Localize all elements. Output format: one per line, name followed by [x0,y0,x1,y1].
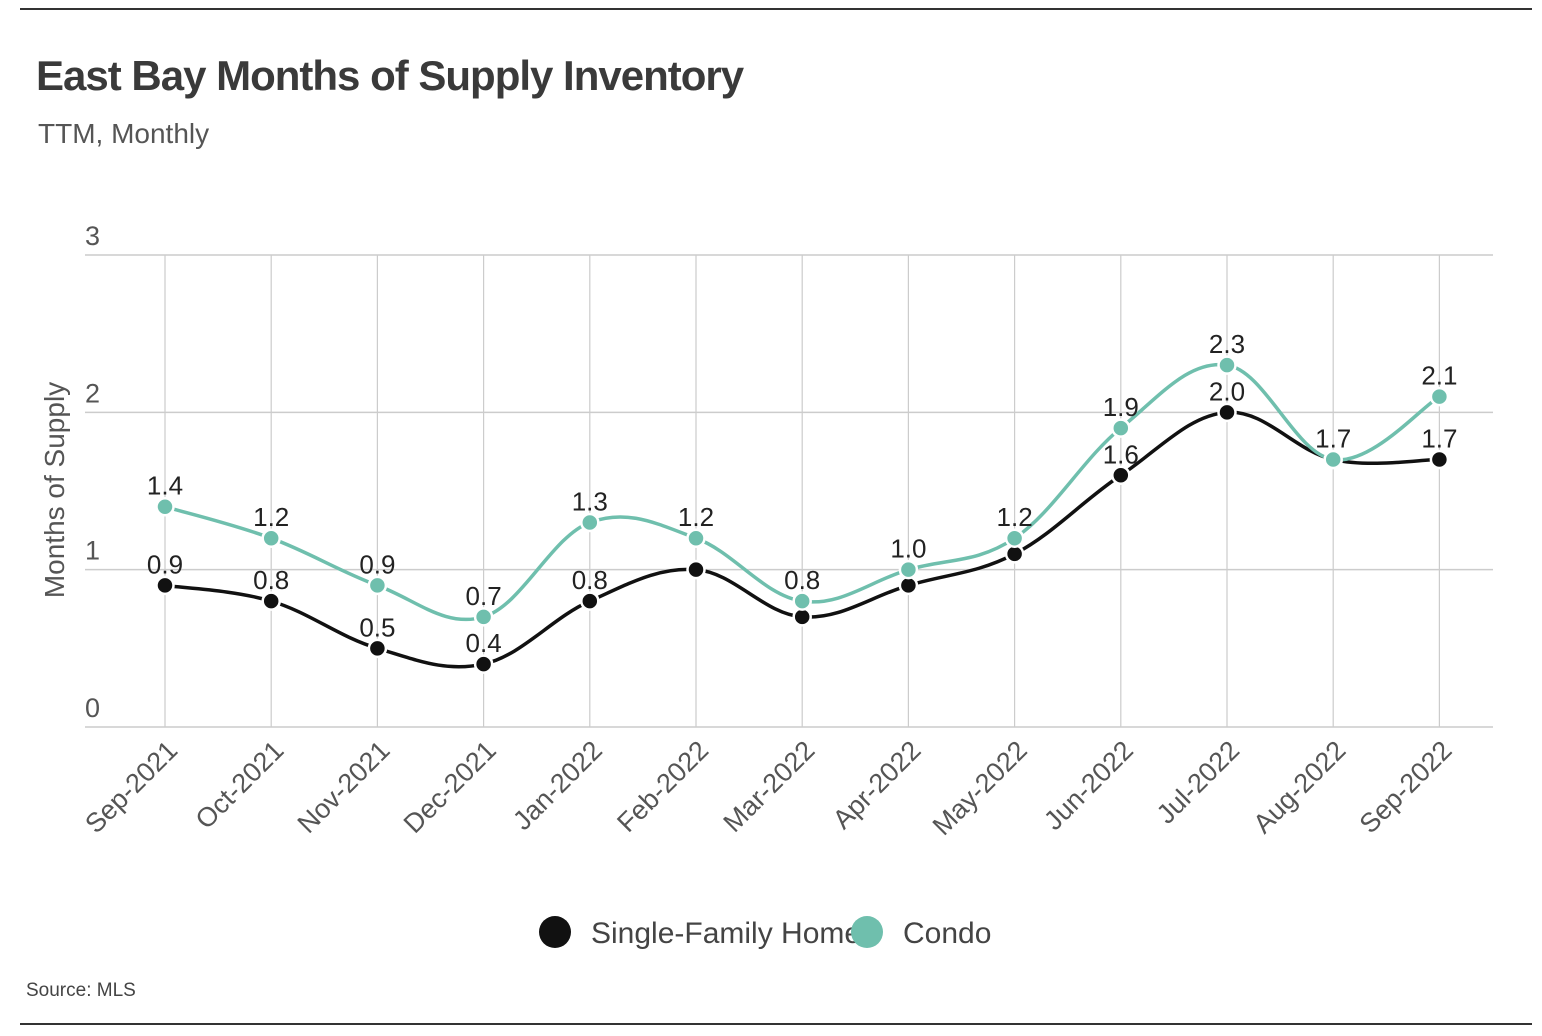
condo-point [792,591,812,611]
single-family-home-point [155,575,175,596]
condo-point [898,559,919,580]
legend: Single-Family Home Condo [539,916,991,950]
condo-point [473,607,494,627]
x-tick-label: Nov-2021 [292,735,396,839]
y-axis-label: Months of Supply [39,382,70,598]
condo-point [1217,355,1237,375]
condo-data-label: 1.2 [253,502,289,532]
condo-point [261,528,281,548]
y-tick-label: 3 [85,221,100,251]
source-note: Source: MLS [26,980,136,1001]
single-family-home-point [473,654,494,674]
x-tick-label: May-2022 [927,735,1033,841]
condo-data-label: 0.8 [784,565,820,595]
condo-data-label: 2.1 [1421,361,1457,391]
series-group [155,355,1450,674]
condo-point [686,528,706,548]
condo-point [1004,528,1025,548]
single-family-home-data-label: 0.5 [359,612,395,642]
single-family-home-point [580,591,600,611]
y-tick-label: 0 [85,693,100,723]
y-axis-ticks: 0 1 2 3 [85,221,100,723]
single-family-home-data-label: 0.9 [147,549,183,579]
chart-subtitle: TTM, Monthly [38,118,210,149]
single-family-home-data-label: 1.7 [1421,424,1457,454]
x-tick-label: Sep-2021 [79,735,183,839]
grid-lines [85,254,1493,728]
condo-legend-marker [851,916,883,948]
condo-data-label: 1.0 [890,534,926,564]
condo-data-label: 1.4 [147,471,183,501]
condo-point [580,512,600,533]
condo-point [1323,449,1343,470]
condo-point [1111,418,1131,438]
y-tick-label: 2 [85,378,100,408]
single-family-home-data-label: 2.0 [1209,376,1245,406]
chart-title: East Bay Months of Supply Inventory [36,52,744,99]
single-family-home-point [261,591,281,611]
y-tick-label: 1 [85,536,100,566]
data-labels: 0.9 0.8 0.5 0.4 0.8 1.6 2.0 1.7 1.4 1.2 0.9 0.7 1.3 1… [147,329,1458,658]
single-family-home-point [1004,544,1025,564]
x-tick-label: Jul-2022 [1151,735,1245,829]
single-family-home-point [1217,402,1237,423]
top-rule [20,8,1532,10]
x-tick-label: Apr-2022 [827,735,927,835]
single-family-home-legend-marker [539,916,571,948]
x-tick-label: Jun-2022 [1038,735,1139,836]
single-family-home-point [898,575,919,596]
single-family-home-point [792,607,812,627]
condo-data-label: 1.7 [1315,424,1351,454]
single-family-home-point [686,559,706,580]
x-tick-label: Jan-2022 [507,735,608,836]
single-family-home-point [1429,449,1450,470]
single-family-home-data-label: 0.8 [572,565,608,595]
x-tick-label: Aug-2022 [1247,735,1351,839]
condo-data-label: 0.9 [359,549,395,579]
bottom-rule [20,1023,1532,1025]
single-family-home-data-label: 0.8 [253,565,289,595]
x-tick-label: Sep-2022 [1354,735,1458,839]
x-axis-ticks: Sep-2021 Oct-2021 Nov-2021 Dec-2021 Jan-2022… [79,735,1457,841]
x-tick-label: Dec-2021 [398,735,502,839]
condo-point [155,496,175,517]
single-family-home-data-label: 1.6 [1103,439,1139,469]
condo-data-label: 1.2 [678,502,714,532]
condo-legend-label: Condo [903,917,991,950]
condo-data-label: 1.9 [1103,392,1139,422]
x-tick-label: Feb-2022 [611,735,714,838]
condo-data-label: 1.3 [572,486,608,516]
x-tick-label: Mar-2022 [718,735,821,838]
single-family-home-data-label: 0.4 [466,628,502,658]
single-family-home-point [367,638,388,659]
condo-data-label: 2.3 [1209,329,1245,359]
condo-point [367,575,388,596]
condo-data-label: 0.7 [466,581,502,611]
single-family-home-point [1111,465,1131,486]
single-family-home-legend-label: Single-Family Home [591,917,861,950]
x-tick-label: Oct-2021 [190,735,290,835]
condo-data-label: 1.2 [997,502,1033,532]
condo-point [1429,386,1450,407]
